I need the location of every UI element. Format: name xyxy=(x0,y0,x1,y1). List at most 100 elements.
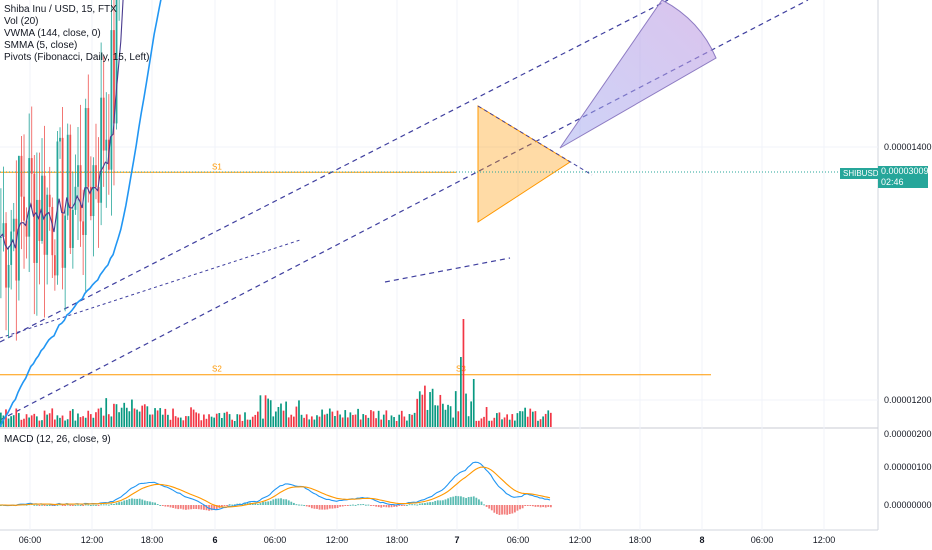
volume-bar xyxy=(526,416,529,427)
macd-histogram-bar xyxy=(503,505,506,515)
candle-body xyxy=(0,237,2,239)
volume-bar xyxy=(429,392,431,427)
candle-body xyxy=(105,139,108,151)
volume-bar xyxy=(514,420,516,427)
macd-histogram-bar xyxy=(53,505,56,506)
triangle-pattern[interactable] xyxy=(0,105,878,223)
candle-body xyxy=(87,108,90,187)
volume-bar xyxy=(182,420,185,427)
macd-histogram-bar xyxy=(318,505,321,510)
volume-bar xyxy=(192,409,195,427)
volume-bar xyxy=(352,414,354,427)
candle-body xyxy=(41,175,43,241)
time-tick-label: 06:00 xyxy=(19,535,42,545)
volume-bar xyxy=(254,414,257,427)
indicator-legend: Shiba Inu / USD, 15, FTX Vol (20) VWMA (… xyxy=(4,4,149,64)
volume-bar xyxy=(262,418,264,427)
triangle-upper-line xyxy=(477,105,593,176)
volume-bar xyxy=(177,417,180,427)
volume-bar xyxy=(257,411,259,427)
volume-bar xyxy=(125,407,128,427)
macd-histogram-bar xyxy=(102,504,105,506)
macd-histogram-bar xyxy=(370,505,372,506)
volume-bar xyxy=(30,415,33,427)
symbol-title[interactable]: Shiba Inu / USD, 15, FTX xyxy=(4,4,117,15)
macd-histogram-bar xyxy=(77,504,79,506)
volume-bar xyxy=(305,414,308,427)
macd-histogram-bar xyxy=(537,505,539,507)
volume-bar xyxy=(303,417,305,427)
volume-bar xyxy=(208,414,210,427)
volume-bar xyxy=(524,407,526,427)
macd-histogram-bar xyxy=(259,503,262,505)
macd-histogram-bar xyxy=(141,499,144,505)
macd-histogram-bar xyxy=(221,505,223,507)
macd-histogram-bar xyxy=(385,505,388,508)
candle-body xyxy=(30,158,33,174)
macd-histogram-bar xyxy=(357,504,360,506)
time-axis[interactable]: 06:00 12:00 18:00 6 06:00 12:00 18:00 7 06:00 12:… xyxy=(19,535,836,545)
volume-bar xyxy=(110,416,113,427)
macd-histogram-bar xyxy=(485,505,488,507)
macd-legend[interactable]: MACD (12, 26, close, 9) xyxy=(4,434,111,445)
volume-bar xyxy=(41,420,43,427)
volume-bar xyxy=(478,420,480,427)
legend-pivots[interactable]: Pivots (Fibonacci, Daily, 15, Left) xyxy=(4,52,150,63)
projection-cone[interactable] xyxy=(559,0,717,149)
macd-histogram-bar xyxy=(125,499,128,505)
volume-bar xyxy=(321,409,323,427)
macd-histogram-bar xyxy=(172,505,174,508)
volume-bar xyxy=(82,416,84,427)
volume-bar xyxy=(457,411,460,427)
volume-bar xyxy=(483,416,485,427)
volume-bar xyxy=(115,404,118,427)
legend-smma[interactable]: SMMA (5, close) xyxy=(4,40,78,51)
legend-volume[interactable]: Vol (20) xyxy=(4,16,39,27)
price-axis[interactable]: 0.00001400 0.00001200 0.00000200 0.00000100… xyxy=(884,142,932,510)
volume-bar xyxy=(370,410,372,427)
volume-bar xyxy=(372,411,375,427)
volume-bar xyxy=(475,420,478,427)
volume-bar xyxy=(48,413,51,427)
channel-line xyxy=(0,0,669,343)
macd-histogram-bar xyxy=(41,504,43,506)
macd-histogram-bar xyxy=(439,500,442,505)
pivot-label: S2 xyxy=(212,365,222,374)
volume-bar xyxy=(516,413,519,427)
macd-histogram-bar xyxy=(89,504,92,506)
macd-histogram-bar xyxy=(92,504,95,506)
candle-body xyxy=(77,165,79,187)
macd-histogram-bar xyxy=(107,504,110,506)
macd-histogram-bar xyxy=(544,505,547,508)
volume-bar xyxy=(241,420,244,427)
macd-histogram-bar xyxy=(377,505,380,508)
volume-bar xyxy=(64,420,66,427)
macd-histogram-bar xyxy=(185,505,187,510)
volume-bar xyxy=(295,406,298,427)
volume-bar xyxy=(354,414,357,427)
volume-bar xyxy=(519,411,521,427)
volume-bar xyxy=(403,416,406,427)
volume-bar xyxy=(493,417,496,427)
macd-histogram-bar xyxy=(421,503,424,505)
volume-bar xyxy=(141,405,144,427)
volume-bar xyxy=(218,413,221,427)
volume-bar xyxy=(174,416,177,427)
candle-body xyxy=(33,173,36,263)
time-tick-label: 6 xyxy=(212,535,217,545)
macd-histogram-bar xyxy=(280,498,282,505)
last-price-badge: 0.00003009 02:46 xyxy=(878,166,929,188)
macd-histogram-bar xyxy=(228,504,231,506)
macd-histogram-bar xyxy=(372,505,375,506)
macd-histogram-bar xyxy=(187,505,190,510)
macd-histogram-bar xyxy=(197,505,200,510)
volume-bar xyxy=(326,413,329,427)
volume-bar xyxy=(61,415,64,427)
legend-vwma[interactable]: VWMA (144, close, 0) xyxy=(4,28,101,39)
macd-histogram-bar xyxy=(339,505,342,507)
volume-bar xyxy=(200,420,203,427)
macd-histogram-bar xyxy=(43,505,46,506)
macd-histogram-bar xyxy=(213,505,216,510)
volume-bar xyxy=(426,409,429,427)
